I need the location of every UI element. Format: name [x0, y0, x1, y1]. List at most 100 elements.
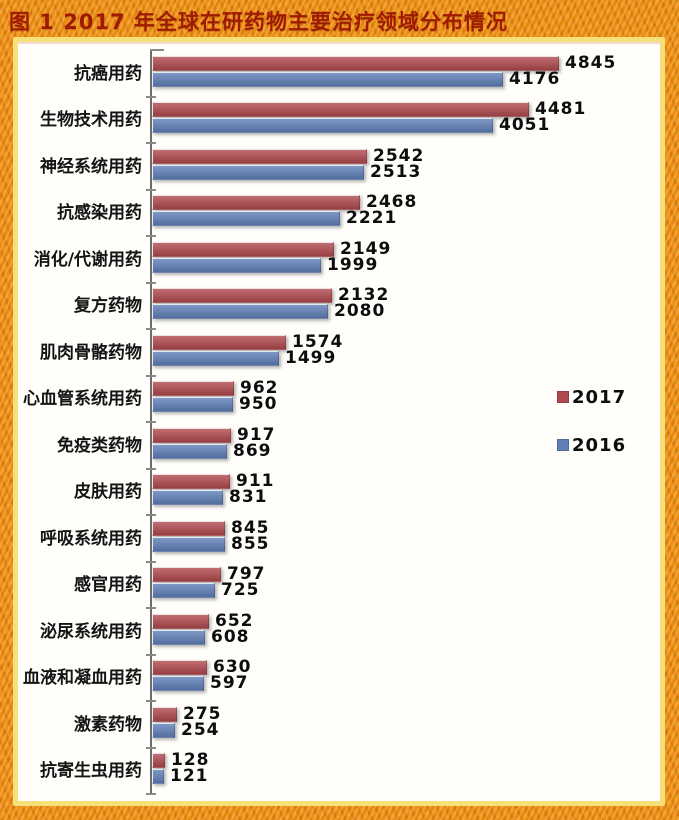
legend-label-2017: 2017 [572, 386, 627, 408]
bar-2017 [152, 427, 231, 443]
bar-group: 275 254 [152, 703, 660, 740]
figure-title: 图 1 2017 年全球在研药物主要治疗领域分布情况 [9, 10, 508, 34]
bar-line-2017: 4845 [152, 54, 660, 71]
legend-swatch-2016 [557, 439, 569, 451]
bar-2017 [152, 567, 221, 582]
value-label-2017: 911 [236, 471, 275, 491]
bar-line-2017: 2542 [152, 147, 660, 164]
bar-line-2017: 275 [152, 703, 660, 724]
bar-line-2016: 608 [152, 628, 660, 645]
category-label: 生物技术用药 [40, 110, 142, 130]
value-label-2016: 855 [231, 533, 270, 554]
value-label-2017: 962 [240, 378, 279, 398]
bar-line-2017: 128 [152, 750, 660, 770]
bar-group: 2149 1999 [152, 238, 660, 273]
category-row: 生物技术用药 4481 4051 [18, 101, 660, 148]
bar-line-2016: 4051 [152, 117, 660, 134]
legend-label-2016: 2016 [572, 434, 627, 456]
bar-2017 [152, 613, 209, 629]
bar-2017 [152, 520, 225, 536]
bar-line-2017: 2149 [152, 238, 660, 259]
category-label: 神经系统用药 [40, 156, 142, 177]
bar-2016 [152, 629, 205, 645]
category-label: 心血管系统用药 [23, 389, 142, 409]
category-row: 激素药物 275 254 [18, 703, 660, 752]
bar-2016 [152, 397, 233, 412]
axis-tick [146, 328, 156, 330]
category-row: 抗癌用药 4845 4176 [18, 54, 660, 101]
bar-line-2016: 2221 [152, 210, 660, 227]
axis-tick [146, 514, 156, 516]
category-label: 抗寄生虫用药 [40, 761, 142, 781]
bar-group: 4845 4176 [152, 54, 660, 87]
value-label-2017: 845 [231, 517, 270, 538]
bar-group: 962 950 [152, 378, 660, 413]
axis-tick [146, 700, 156, 702]
bar-line-2017: 911 [152, 471, 660, 491]
category-row: 皮肤用药 911 831 [18, 471, 660, 520]
value-label-2016: 869 [233, 440, 272, 461]
category-label: 肌肉骨骼药物 [40, 342, 142, 363]
value-label-2016: 1499 [285, 347, 337, 368]
axis-tick [146, 374, 156, 377]
bar-2016 [152, 350, 279, 366]
category-row: 神经系统用药 2542 2513 [18, 147, 660, 194]
bar-line-2016: 2080 [152, 303, 660, 320]
bar-line-2016: 1999 [152, 256, 660, 273]
value-label-2016: 254 [181, 719, 220, 740]
bar-group: 911 831 [152, 471, 660, 506]
bar-2017 [152, 474, 230, 489]
bar-line-2017: 962 [152, 378, 660, 398]
bar-group: 1574 1499 [152, 331, 660, 368]
bar-2016 [152, 676, 204, 691]
axis-tick [146, 467, 156, 470]
bar-2017 [152, 195, 360, 210]
value-label-2017: 128 [171, 750, 210, 770]
bar-group: 128 121 [152, 750, 660, 785]
bar-2016 [152, 583, 215, 598]
value-label-2017: 275 [183, 703, 222, 724]
bar-line-2016: 1499 [152, 347, 660, 368]
value-label-2017: 797 [227, 564, 266, 584]
chart-panel: 抗癌用药 4845 4176 生物技术用药 4481 4051 神经系统用药 2542 2513… [13, 37, 665, 806]
bar-2017 [152, 288, 332, 303]
axis-tick [146, 95, 156, 98]
bar-line-2017: 2468 [152, 192, 660, 212]
axis-tick [146, 235, 156, 237]
bar-2017 [152, 381, 234, 396]
bar-line-2016: 2513 [152, 161, 660, 182]
value-label-2017: 1574 [292, 331, 344, 352]
category-row: 感官用药 797 725 [18, 564, 660, 613]
bar-2017 [152, 102, 529, 117]
bar-line-2017: 630 [152, 657, 660, 677]
category-label: 抗感染用药 [57, 203, 142, 223]
bar-group: 2468 2221 [152, 192, 660, 227]
bar-line-2017: 917 [152, 426, 660, 443]
bar-2016 [152, 769, 164, 784]
bar-2016 [152, 443, 227, 459]
axis-tick [146, 653, 156, 656]
value-label-2017: 2468 [366, 192, 418, 212]
category-row: 抗寄生虫用药 128 121 [18, 750, 660, 799]
axis-tick [146, 188, 156, 191]
category-row: 消化/代谢用药 2149 1999 [18, 238, 660, 287]
legend-item-2016: 2016 [557, 434, 627, 456]
category-row: 血液和凝血用药 630 597 [18, 657, 660, 706]
bar-2017 [152, 706, 177, 722]
value-label-2016: 2513 [370, 161, 422, 182]
value-label-2017: 630 [213, 657, 252, 677]
bar-2016 [152, 536, 225, 552]
bar-line-2016: 831 [152, 489, 660, 506]
axis-tick [146, 421, 156, 423]
value-label-2017: 2149 [340, 238, 392, 259]
category-label: 激素药物 [74, 714, 142, 735]
bar-group: 2132 2080 [152, 287, 660, 320]
bar-line-2017: 4481 [152, 101, 660, 118]
bar-group: 4481 4051 [152, 101, 660, 134]
axis-tick [146, 746, 156, 749]
bar-line-2016: 725 [152, 582, 660, 599]
category-label: 泌尿系统用药 [40, 621, 142, 642]
category-label: 复方药物 [74, 296, 142, 316]
category-row: 呼吸系统用药 845 855 [18, 517, 660, 566]
